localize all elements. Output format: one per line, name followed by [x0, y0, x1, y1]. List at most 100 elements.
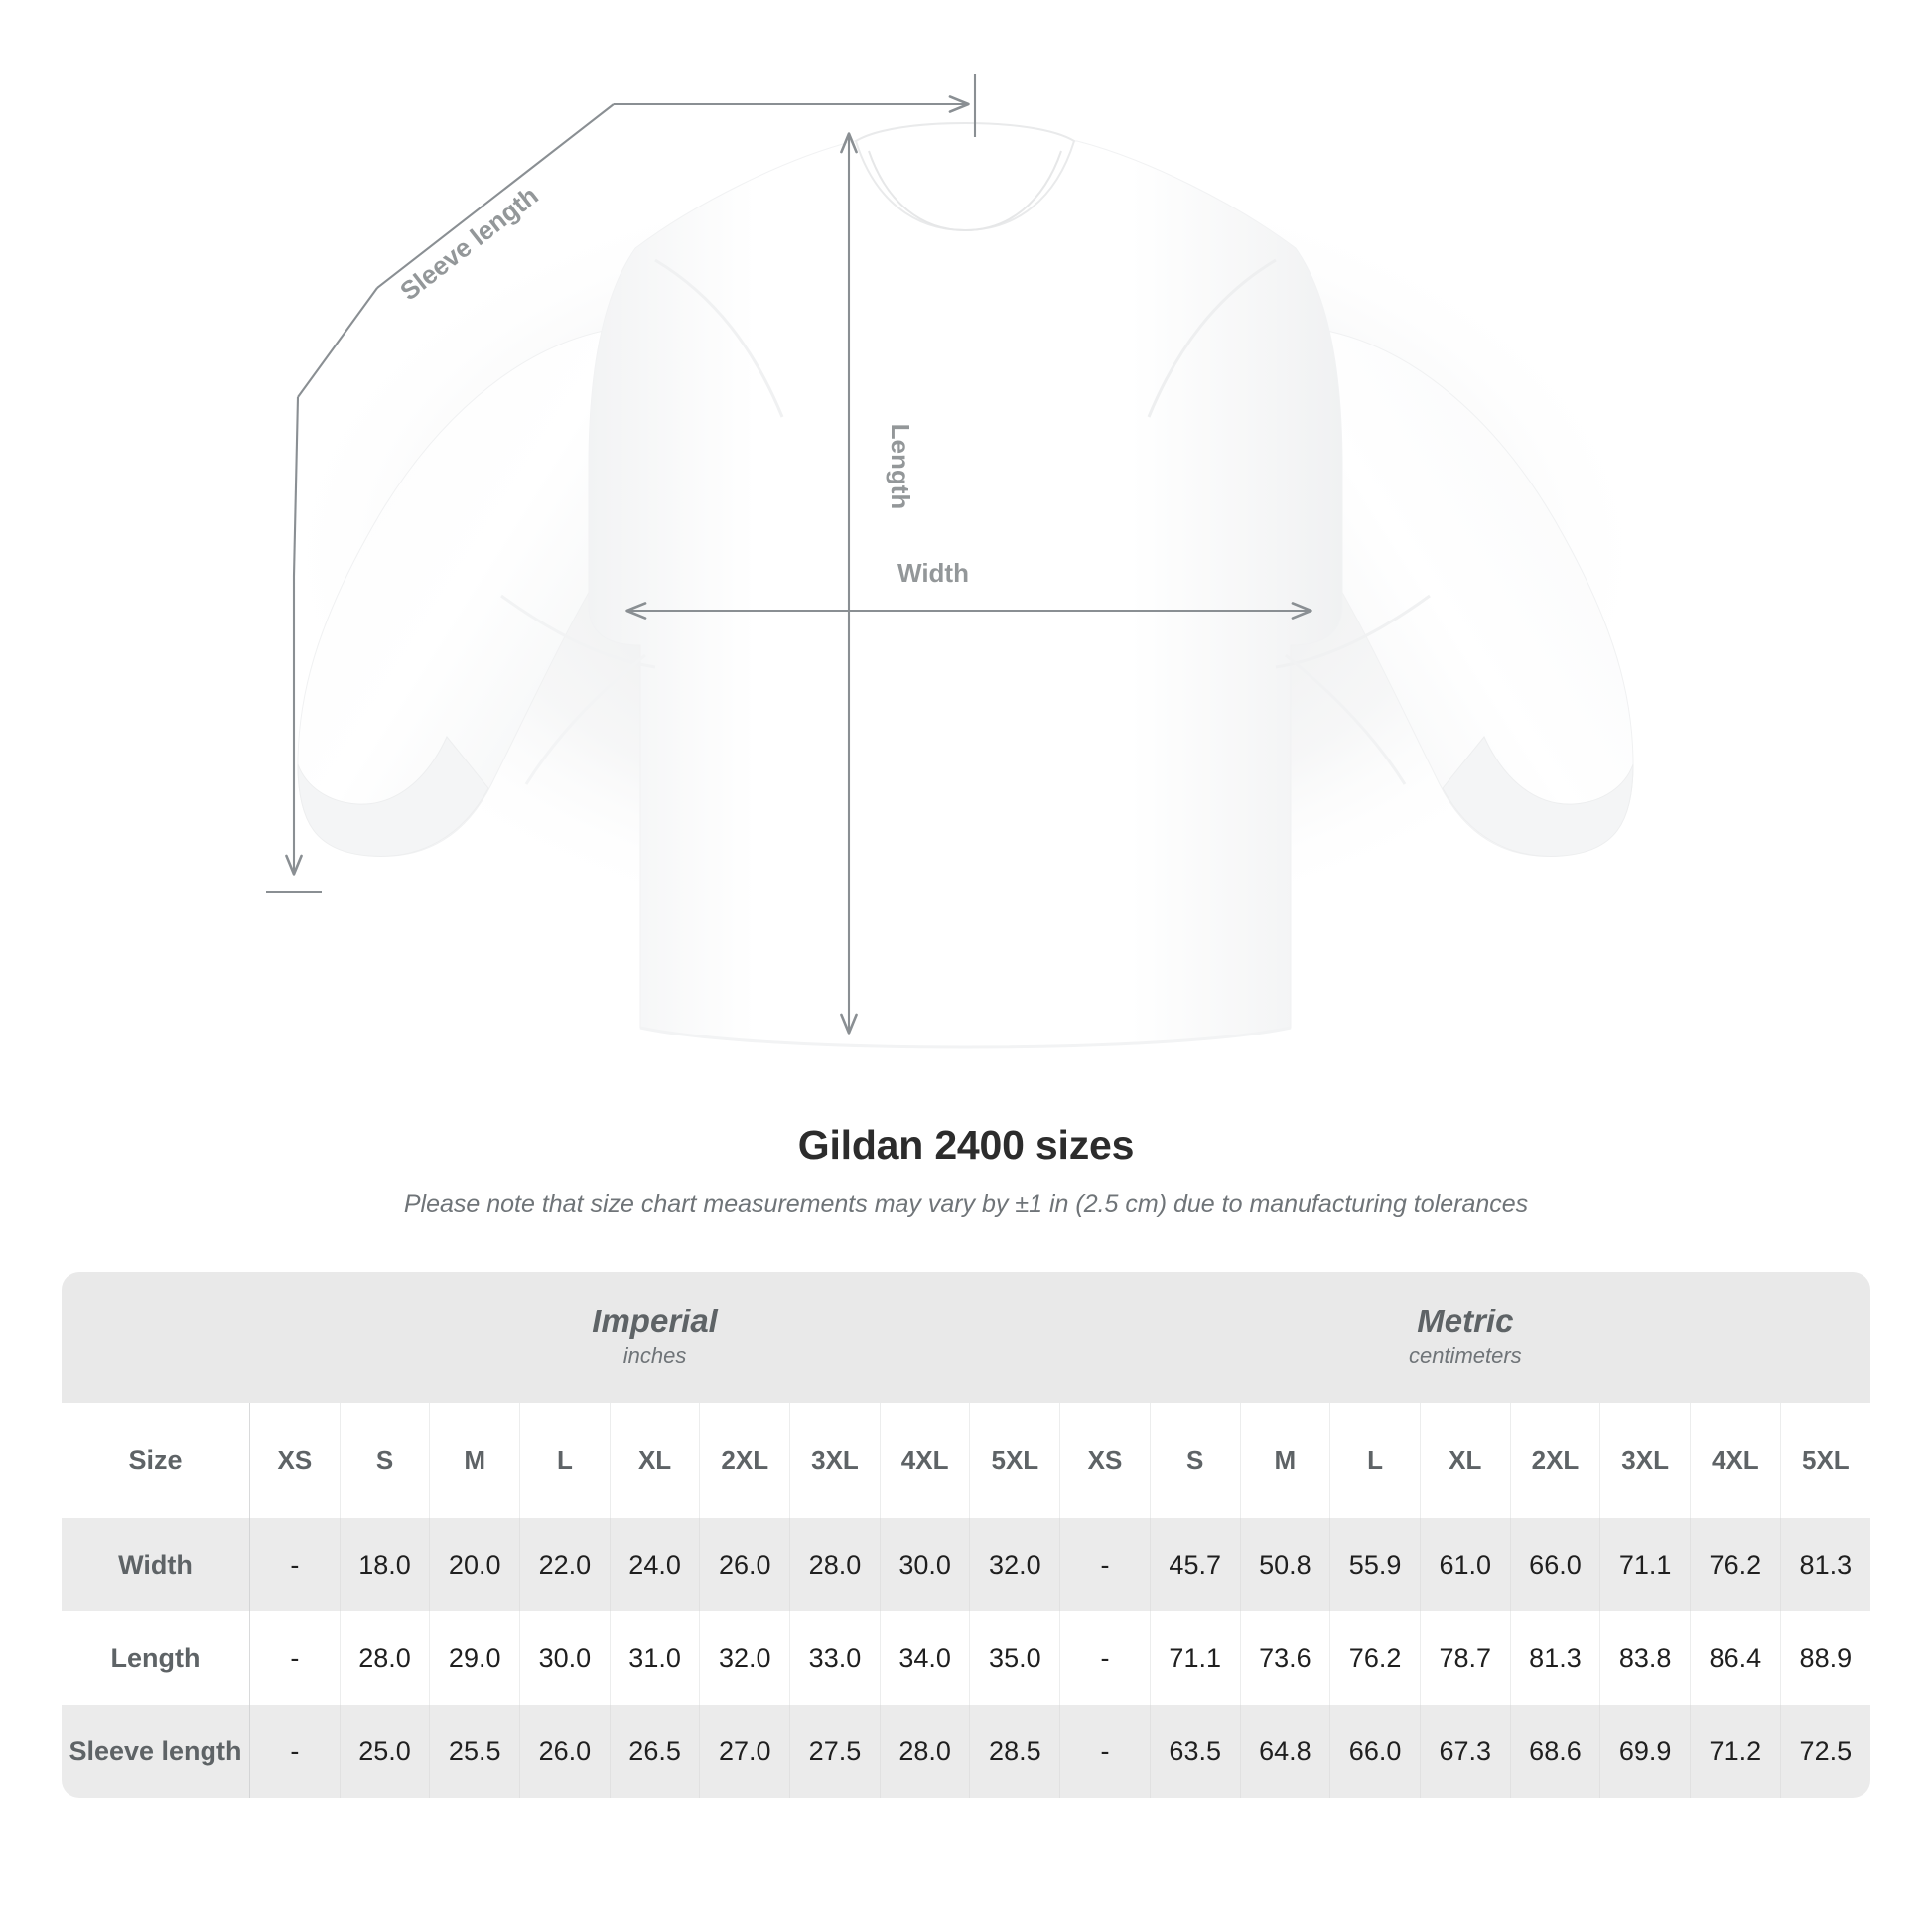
cell-sleeve-length-imperial-3xl: 27.5 [789, 1705, 881, 1798]
size-header-imperial-m: M [429, 1403, 521, 1518]
cell-length-imperial-xl: 31.0 [610, 1611, 701, 1705]
collar-inner-seam [868, 150, 1062, 232]
cell-width-metric-5xl: 81.3 [1780, 1518, 1870, 1611]
row-label-width: Width [62, 1518, 250, 1611]
size-header-imperial-l: L [519, 1403, 611, 1518]
cell-length-imperial-s: 28.0 [340, 1611, 431, 1705]
garment-diagram: Sleeve length Length Width [266, 74, 1660, 1049]
measurement-lines [266, 74, 1311, 1033]
cell-sleeve-length-imperial-xl: 26.5 [610, 1705, 701, 1798]
cell-width-metric-l: 55.9 [1329, 1518, 1421, 1611]
size-header-metric-4xl: 4XL [1690, 1403, 1781, 1518]
cell-sleeve-length-imperial-s: 25.0 [340, 1705, 431, 1798]
cell-width-metric-3xl: 71.1 [1599, 1518, 1691, 1611]
cell-length-metric-s: 71.1 [1150, 1611, 1241, 1705]
page-subtitle: Please note that size chart measurements… [403, 1190, 1529, 1218]
left-sleeve-crease [500, 594, 656, 669]
column-header-size: Size [62, 1403, 250, 1518]
cell-width-imperial-l: 22.0 [519, 1518, 611, 1611]
right-sleeve-crease [1275, 594, 1431, 669]
size-header-metric-xs: XS [1059, 1403, 1151, 1518]
cell-width-imperial-3xl: 28.0 [789, 1518, 881, 1611]
cell-sleeve-length-metric-4xl: 71.2 [1690, 1705, 1781, 1798]
size-chart-table-wrap: Imperial inches Metric centimeters Size XS S M L… [62, 1272, 1870, 1798]
cell-width-imperial-4xl: 30.0 [880, 1518, 971, 1611]
unit-banner-row: Imperial inches Metric centimeters [62, 1272, 1870, 1403]
row-label-length: Length [62, 1611, 250, 1705]
length-label: Length [886, 424, 915, 510]
unit-header-metric: Metric centimeters [1059, 1272, 1870, 1403]
size-header-metric-s: S [1150, 1403, 1241, 1518]
cell-sleeve-length-imperial-l: 26.0 [519, 1705, 611, 1798]
cell-sleeve-length-imperial-5xl: 28.5 [969, 1705, 1061, 1798]
size-header-metric-5xl: 5XL [1780, 1403, 1870, 1518]
size-header-metric-m: M [1240, 1403, 1331, 1518]
size-header-metric-3xl: 3XL [1599, 1403, 1691, 1518]
size-header-imperial-3xl: 3XL [789, 1403, 881, 1518]
left-cuff [297, 736, 489, 857]
size-header-imperial-s: S [340, 1403, 431, 1518]
left-shoulder-seam [654, 258, 784, 418]
cell-sleeve-length-imperial-xs: - [249, 1705, 341, 1798]
cell-width-imperial-2xl: 26.0 [699, 1518, 791, 1611]
size-header-metric-l: L [1329, 1403, 1421, 1518]
unit-banner-spacer [62, 1272, 250, 1403]
cell-sleeve-length-imperial-2xl: 27.0 [699, 1705, 791, 1798]
collar [854, 121, 1076, 232]
left-sleeve-fold [524, 653, 646, 785]
size-header-row: Size XS S M L XL 2XL 3XL 4XL 5XL XS S M L XL 2XL 3XL 4XL 5… [62, 1403, 1870, 1518]
sleeve-length-diagonal-mid [297, 287, 378, 398]
right-sleeve-fold [1285, 653, 1407, 785]
size-header-imperial-4xl: 4XL [880, 1403, 971, 1518]
cell-sleeve-length-metric-xs: - [1059, 1705, 1151, 1798]
unit-name: Metric [1417, 1302, 1514, 1339]
cell-width-metric-m: 50.8 [1240, 1518, 1331, 1611]
row-label-sleeve-length: Sleeve length [62, 1705, 250, 1798]
cell-sleeve-length-imperial-4xl: 28.0 [880, 1705, 971, 1798]
cell-length-metric-4xl: 86.4 [1690, 1611, 1781, 1705]
unit-subtitle: centimeters [1408, 1343, 1522, 1369]
cell-length-metric-xs: - [1059, 1611, 1151, 1705]
cell-sleeve-length-metric-5xl: 72.5 [1780, 1705, 1870, 1798]
hem-line [639, 1026, 1292, 1049]
cell-length-imperial-m: 29.0 [429, 1611, 521, 1705]
title-block: Gildan 2400 sizes Please note that size … [0, 1122, 1932, 1219]
cell-width-imperial-xs: - [249, 1518, 341, 1611]
cell-length-imperial-3xl: 33.0 [789, 1611, 881, 1705]
cell-width-imperial-m: 20.0 [429, 1518, 521, 1611]
size-header-imperial-5xl: 5XL [969, 1403, 1061, 1518]
cell-length-imperial-2xl: 32.0 [699, 1611, 791, 1705]
cell-width-metric-2xl: 66.0 [1510, 1518, 1601, 1611]
size-header-metric-xl: XL [1420, 1403, 1511, 1518]
cell-length-metric-xl: 78.7 [1420, 1611, 1511, 1705]
shirt-body [588, 140, 1343, 1048]
width-label: Width [897, 558, 969, 588]
cell-width-imperial-5xl: 32.0 [969, 1518, 1061, 1611]
cell-length-metric-2xl: 81.3 [1510, 1611, 1601, 1705]
right-shoulder-seam [1147, 258, 1277, 418]
unit-subtitle: inches [622, 1343, 687, 1369]
cell-length-imperial-xs: - [249, 1611, 341, 1705]
cell-sleeve-length-metric-xl: 67.3 [1420, 1705, 1511, 1798]
garment-shape [297, 121, 1634, 1049]
cell-width-imperial-s: 18.0 [340, 1518, 431, 1611]
size-chart-table: Imperial inches Metric centimeters Size XS S M L… [62, 1272, 1870, 1798]
cell-sleeve-length-metric-l: 66.0 [1329, 1705, 1421, 1798]
cell-length-metric-3xl: 83.8 [1599, 1611, 1691, 1705]
sleeve-length-bend [292, 396, 300, 577]
cell-length-metric-l: 76.2 [1329, 1611, 1421, 1705]
cell-length-imperial-5xl: 35.0 [969, 1611, 1061, 1705]
cell-length-imperial-l: 30.0 [519, 1611, 611, 1705]
size-header-imperial-2xl: 2XL [699, 1403, 791, 1518]
cell-length-metric-5xl: 88.9 [1780, 1611, 1870, 1705]
size-header-metric-2xl: 2XL [1510, 1403, 1601, 1518]
cell-width-metric-4xl: 76.2 [1690, 1518, 1781, 1611]
unit-header-imperial: Imperial inches [249, 1272, 1060, 1403]
page-title: Gildan 2400 sizes [797, 1122, 1135, 1168]
cell-length-metric-m: 73.6 [1240, 1611, 1331, 1705]
table-row: Sleeve length -25.0 25.5 26.0 26.5 27.0 27.5 28… [62, 1705, 1870, 1798]
cell-width-metric-xl: 61.0 [1420, 1518, 1511, 1611]
right-cuff [1442, 736, 1634, 857]
cell-width-metric-xs: - [1059, 1518, 1151, 1611]
cell-sleeve-length-metric-m: 64.8 [1240, 1705, 1331, 1798]
